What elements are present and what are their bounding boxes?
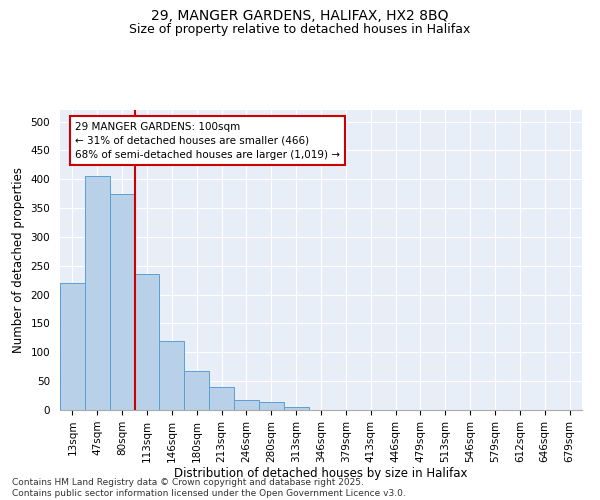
Bar <box>134 274 160 410</box>
Bar <box>259 402 284 410</box>
Bar <box>60 283 85 410</box>
Text: Size of property relative to detached houses in Halifax: Size of property relative to detached ho… <box>130 22 470 36</box>
Bar <box>160 341 184 410</box>
Bar <box>209 387 234 410</box>
X-axis label: Distribution of detached houses by size in Halifax: Distribution of detached houses by size … <box>174 468 468 480</box>
Text: 29, MANGER GARDENS, HALIFAX, HX2 8BQ: 29, MANGER GARDENS, HALIFAX, HX2 8BQ <box>151 9 449 23</box>
Bar <box>85 176 110 410</box>
Bar <box>284 407 308 410</box>
Text: Contains HM Land Registry data © Crown copyright and database right 2025.
Contai: Contains HM Land Registry data © Crown c… <box>12 478 406 498</box>
Text: 29 MANGER GARDENS: 100sqm
← 31% of detached houses are smaller (466)
68% of semi: 29 MANGER GARDENS: 100sqm ← 31% of detac… <box>75 122 340 160</box>
Bar <box>234 400 259 410</box>
Bar <box>184 371 209 410</box>
Bar <box>110 194 134 410</box>
Y-axis label: Number of detached properties: Number of detached properties <box>12 167 25 353</box>
